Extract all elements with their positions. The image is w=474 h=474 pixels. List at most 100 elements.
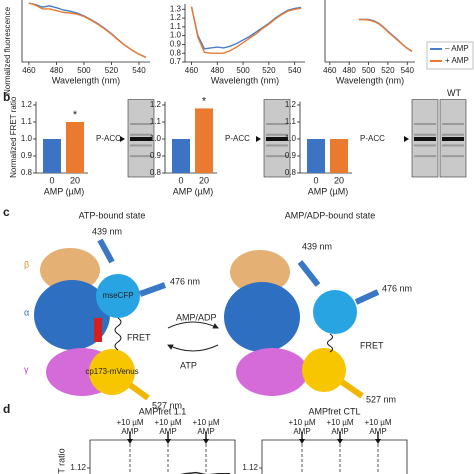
x-tick-label: 480 — [50, 66, 64, 75]
trace-title: AMPfret 1.1 — [139, 406, 187, 416]
event-arrowhead — [165, 439, 171, 444]
series-line — [190, 6, 302, 50]
y-tick-label: 1.1 — [21, 117, 33, 126]
x-tick-label: 20 — [334, 175, 344, 185]
state-title: AMP/ADP-bound state — [285, 210, 376, 220]
y-tick-label: 1.3 — [170, 4, 182, 13]
fp-label: cp173-mVenus — [85, 367, 138, 376]
event-label: AMP — [331, 427, 348, 436]
subunit: β — [24, 259, 29, 269]
y-tick-label: 1.12 — [242, 463, 258, 472]
fp-label: mseCFP — [102, 291, 133, 300]
frame — [261, 439, 408, 474]
event-arrowhead — [299, 439, 305, 444]
x-tick-label: 520 — [105, 66, 119, 75]
blot-band — [130, 144, 152, 147]
x-tick-label: 480 — [343, 66, 357, 75]
series-line — [28, 2, 147, 58]
diagram-text: ATP-bound state AMP/ADP-bound state 439 … — [24, 210, 412, 410]
y-tick-label: 1.2 — [21, 100, 33, 109]
event-label: +10 µM — [192, 418, 219, 427]
wavelength: 439 nm — [92, 226, 122, 236]
blot-band — [130, 155, 152, 158]
y-tick-label: 1.2 — [285, 100, 297, 109]
event-label: AMP — [369, 427, 386, 436]
significance: * — [73, 109, 78, 121]
y-tick-label: 1.1 — [285, 117, 297, 126]
x-tick-label: 460 — [22, 66, 36, 75]
y-axis-label: FRET ratio — [56, 448, 66, 474]
blot-band — [266, 123, 288, 126]
series-line — [28, 2, 147, 58]
x-axis-label: AMP (µM) — [308, 186, 349, 196]
blot-band — [266, 144, 288, 147]
blot-band — [414, 144, 436, 147]
blot-band — [414, 137, 436, 141]
blot-band — [414, 133, 436, 136]
subunit: α — [24, 307, 29, 317]
y-tick-label: 0.9 — [150, 151, 162, 160]
blot-band — [442, 137, 464, 141]
event-arrowhead — [203, 439, 209, 444]
y-tick-label: 1.0 — [21, 134, 33, 143]
y-tick-label: 0.9 — [170, 40, 182, 49]
x-tick-label: 460 — [185, 66, 199, 75]
event-label: AMP — [159, 427, 176, 436]
x-tick-label: 500 — [362, 66, 376, 75]
event-arrowhead — [127, 439, 133, 444]
blot-band — [414, 155, 436, 158]
x-tick-label: 520 — [381, 66, 395, 75]
blot-band — [266, 137, 288, 141]
y-tick-label: 1.1 — [150, 117, 162, 126]
y-tick-label: 1.1 — [170, 22, 182, 31]
y-tick-label: 1.0 — [150, 134, 162, 143]
wavelength: 476 nm — [170, 276, 200, 286]
blot-band — [266, 133, 288, 136]
y-tick-label: 1.0 — [170, 31, 182, 40]
x-axis-label: Wavelength (nm) — [211, 75, 279, 85]
axis — [21, 0, 150, 63]
y-axis-label: Normalized FRET ratio — [9, 96, 18, 178]
blot-band — [442, 144, 464, 147]
y-tick-label: 0.8 — [150, 168, 162, 177]
x-tick-label: 500 — [77, 66, 91, 75]
bar — [307, 139, 325, 173]
blot-label: WT — [447, 88, 461, 98]
x-tick-label: 540 — [288, 66, 302, 75]
state-title: ATP-bound state — [79, 210, 146, 220]
subunit: γ — [24, 364, 29, 374]
x-tick-label: 540 — [132, 66, 146, 75]
bar — [43, 139, 61, 173]
y-tick-label: 0.8 — [285, 168, 297, 177]
event-arrowhead — [375, 439, 381, 444]
y-tick-label: 0.8 — [170, 48, 182, 57]
y-tick-label: 1.0 — [285, 134, 297, 143]
blot-label: P-ACC — [360, 134, 385, 143]
event-arrowhead — [337, 439, 343, 444]
event-label: AMP — [293, 427, 310, 436]
blot-band — [130, 133, 152, 136]
frame — [89, 439, 236, 474]
x-tick-label: 540 — [401, 66, 415, 75]
trace-title: AMPfret CTL — [308, 406, 360, 416]
x-tick-label: 20 — [199, 175, 209, 185]
blot-arrow — [404, 136, 409, 142]
series-line — [358, 18, 413, 52]
x-axis-label: Wavelength (nm) — [336, 75, 404, 85]
condition: AMP/ADP — [176, 312, 217, 322]
x-axis-label: Wavelength (nm) — [52, 75, 120, 85]
wavelength: 527 nm — [152, 400, 182, 410]
condition: ATP — [180, 360, 197, 370]
y-tick-label: 1.2 — [170, 13, 182, 22]
fret-label: FRET — [127, 332, 151, 342]
blot-label: P-ACC — [96, 134, 121, 143]
blot-arrow — [256, 136, 261, 142]
bar — [66, 122, 84, 173]
blot-band — [130, 137, 152, 141]
blot-band — [442, 133, 464, 136]
x-axis-label: AMP (µM) — [44, 186, 85, 196]
blot-arrow — [120, 136, 125, 142]
y-axis-label: Normalized fluorescence — [3, 6, 12, 95]
event-label: +10 µM — [288, 418, 315, 427]
